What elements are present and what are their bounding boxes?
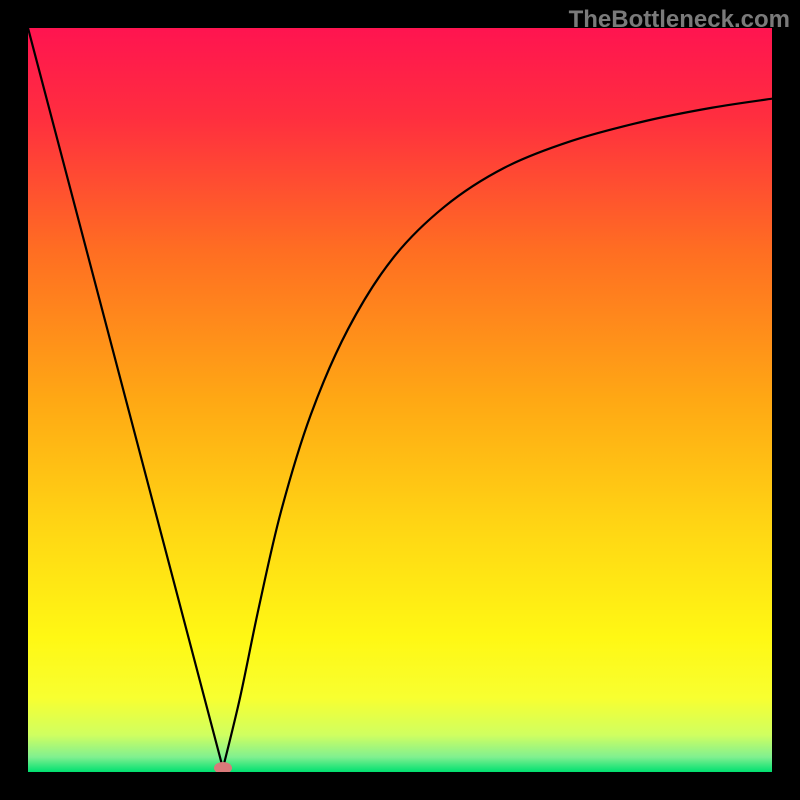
chart-frame: TheBottleneck.com [0,0,800,800]
plot-area [28,28,772,772]
watermark-text: TheBottleneck.com [569,6,790,34]
minimum-marker [214,762,232,772]
bottleneck-curve [28,28,772,772]
curve-path [28,28,772,768]
